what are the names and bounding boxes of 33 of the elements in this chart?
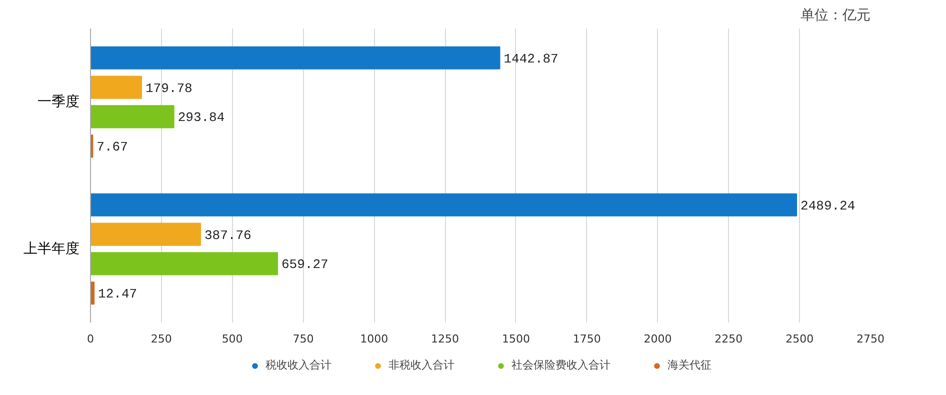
legend-label: 非税收入合计 <box>388 358 454 372</box>
data-label: 1442.87 <box>504 51 558 66</box>
data-label: 7.67 <box>96 140 128 155</box>
data-label: 293.84 <box>178 110 225 126</box>
x-tick-label: 1000 <box>360 332 388 346</box>
y-tick-label: 上半年度 <box>24 241 80 257</box>
x-tick-label: 1750 <box>572 332 601 346</box>
bar <box>90 76 142 99</box>
data-label: 12.47 <box>98 286 138 302</box>
x-tick-label: 0 <box>87 332 94 346</box>
bar <box>90 46 500 70</box>
x-tick-label: 1500 <box>502 332 530 346</box>
data-label: 2489.24 <box>800 198 856 214</box>
x-tick-label: 750 <box>292 332 314 346</box>
bar <box>90 252 278 276</box>
legend-label: 海关代征 <box>668 358 712 372</box>
data-label: 179.78 <box>145 80 192 96</box>
data-label: 387.76 <box>204 228 252 243</box>
x-tick-label: 2250 <box>714 332 743 346</box>
x-tick-label: 2000 <box>644 332 672 346</box>
x-tick-label: 250 <box>150 332 172 346</box>
x-tick-label: 1250 <box>431 332 460 346</box>
x-tick-label: 2500 <box>786 332 814 346</box>
x-tick-label: 2750 <box>856 332 885 346</box>
legend-label: 社会保险费收入合计 <box>512 358 610 372</box>
bar <box>90 193 798 216</box>
bar <box>90 222 201 246</box>
y-tick-label: 一季度 <box>38 94 80 110</box>
x-tick-label: 500 <box>222 332 243 346</box>
text: 单位：亿元 <box>800 8 870 24</box>
bar <box>90 105 174 128</box>
legend-label: 税收收入合计 <box>266 358 332 372</box>
data-label: 659.27 <box>281 257 328 272</box>
